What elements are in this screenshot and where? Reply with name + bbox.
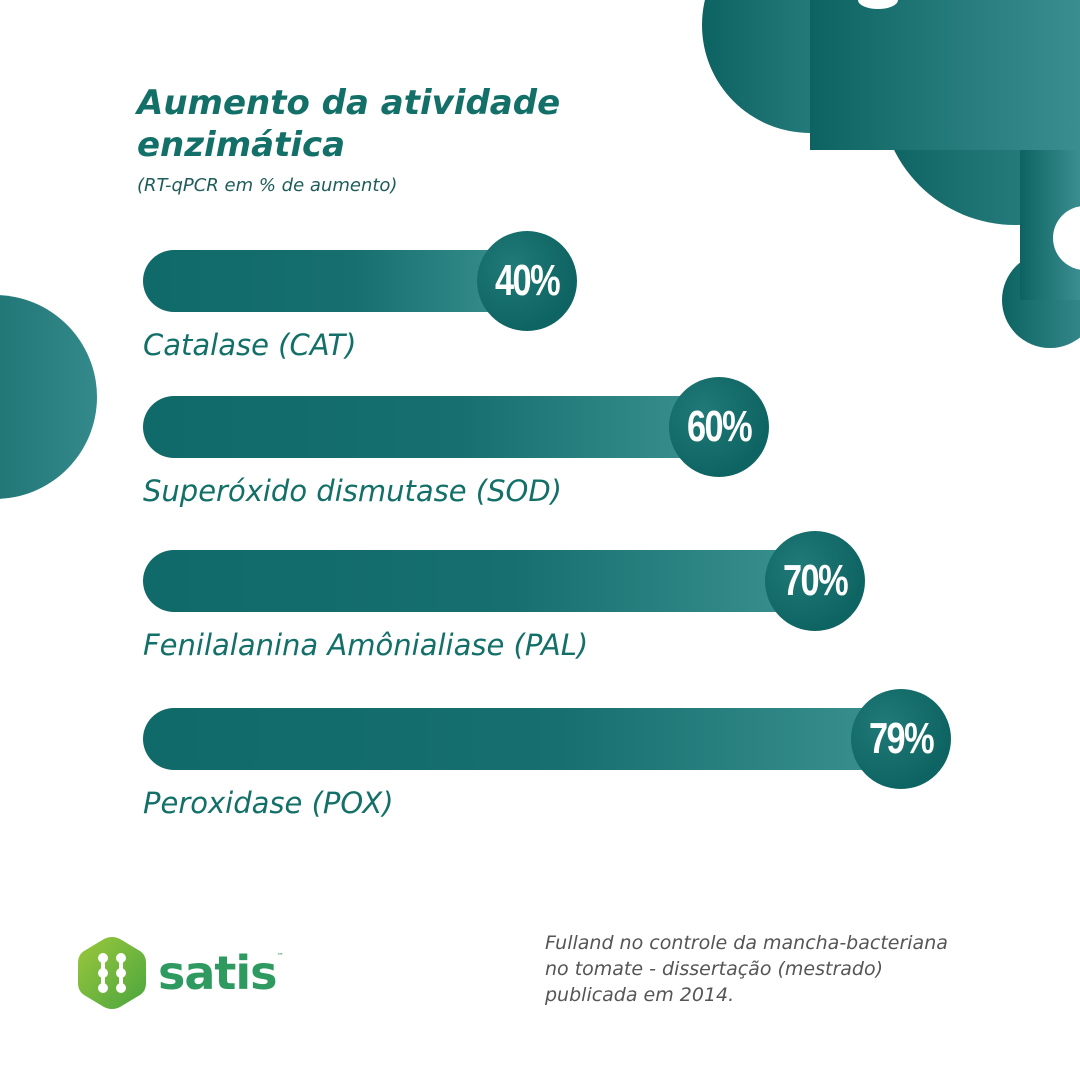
- hexagon-dots-logo-icon: [78, 937, 146, 1009]
- data-label: 60%: [686, 402, 753, 451]
- source-line-1: Fulland no controle da mancha-bacteriana: [545, 932, 948, 954]
- category-label: Peroxidase (POX): [143, 786, 394, 820]
- value-bubble: 70%: [765, 531, 865, 631]
- satis-logo: satis ™: [78, 936, 284, 1010]
- category-label: Superóxido dismutase (SOD): [143, 474, 562, 508]
- source-citation: Fulland no controle da mancha-bacteriana…: [545, 930, 1015, 1008]
- data-label: 79%: [869, 714, 935, 763]
- bar: [143, 396, 719, 458]
- chart-subtitle: (RT-qPCR em % de aumento): [137, 175, 398, 196]
- value-bubble: 79%: [851, 689, 952, 789]
- title-line-1: Aumento da atividade: [137, 83, 561, 123]
- bar: [143, 708, 902, 770]
- data-label: 70%: [782, 556, 849, 605]
- data-label: 40%: [494, 256, 561, 305]
- source-line-3: publicada em 2014.: [545, 984, 735, 1006]
- bar: [143, 250, 527, 312]
- source-line-2: no tomate - dissertação (mestrado): [545, 958, 884, 980]
- brand-trademark: ™: [276, 952, 284, 960]
- value-bubble: 40%: [477, 231, 577, 331]
- brand-name: satis: [158, 946, 278, 1000]
- category-label: Fenilalanina Amônialiase (PAL): [143, 628, 589, 662]
- value-bubble: 60%: [669, 377, 769, 477]
- title-line-2: enzimática: [137, 125, 346, 165]
- chart-title: Aumento da atividade enzimática: [137, 82, 657, 166]
- category-label: Catalase (CAT): [143, 328, 357, 362]
- bar: [143, 550, 815, 612]
